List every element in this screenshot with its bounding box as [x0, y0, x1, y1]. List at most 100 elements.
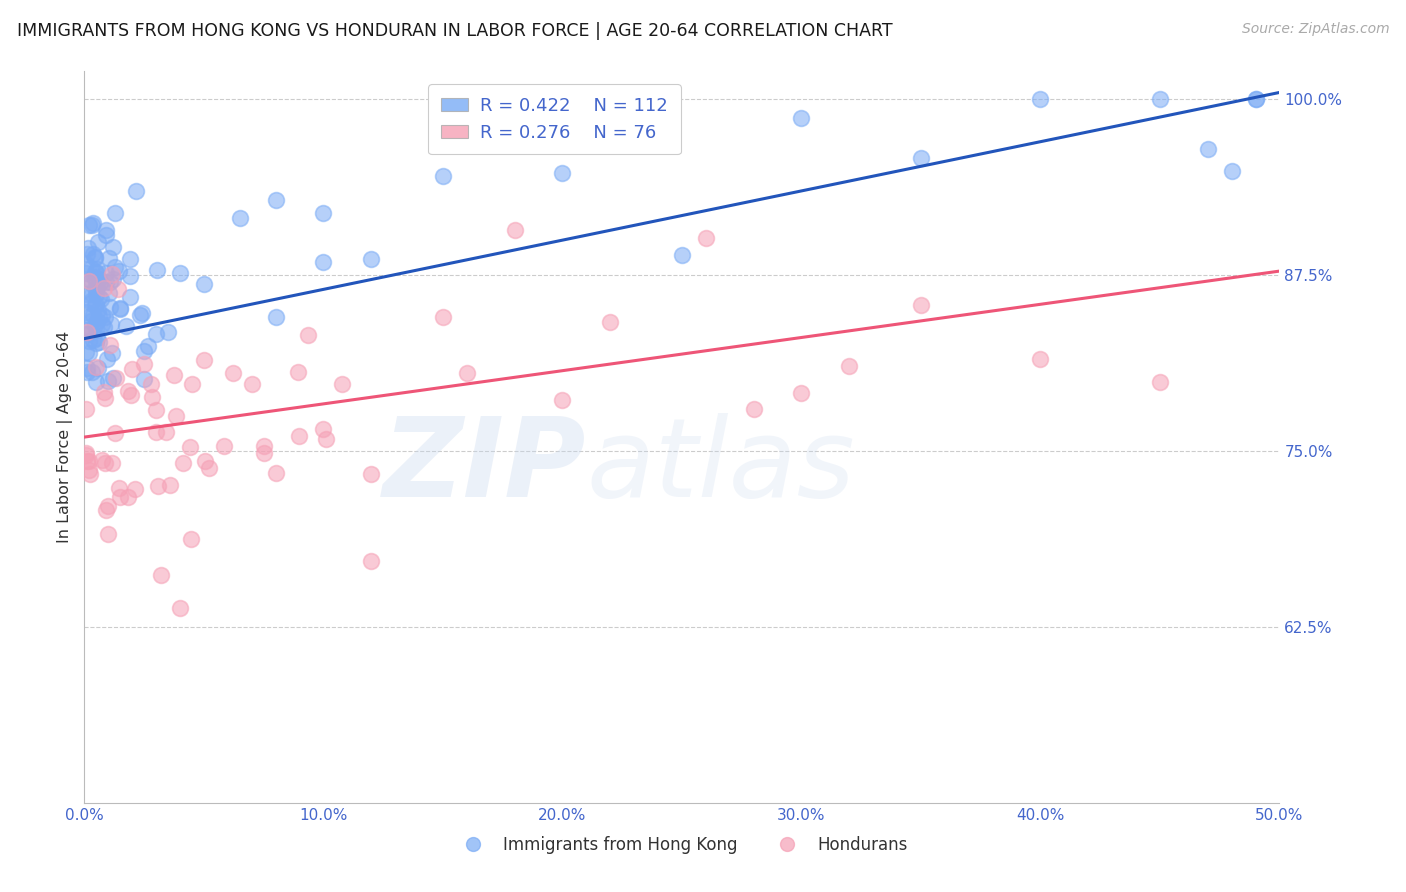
Point — [75, 323, 97, 337]
Point — [432, 169, 454, 183]
Point — [84, 265, 107, 279]
Point — [1197, 142, 1219, 156]
Point — [84, 272, 107, 286]
Point — [89, 334, 111, 349]
Point — [742, 402, 765, 417]
Point — [80, 273, 103, 287]
Point — [94, 223, 117, 237]
Point — [146, 479, 169, 493]
Point — [82, 308, 104, 322]
Text: ZIP: ZIP — [382, 413, 586, 520]
Point — [89, 277, 111, 291]
Point — [83, 269, 105, 284]
Point — [75, 402, 97, 417]
Point — [120, 269, 142, 284]
Point — [165, 409, 187, 424]
Point — [229, 211, 252, 225]
Point — [80, 365, 103, 379]
Point — [1244, 93, 1267, 107]
Point — [83, 250, 105, 264]
Point — [104, 206, 127, 220]
Point — [107, 282, 129, 296]
Point — [98, 275, 121, 289]
Point — [104, 260, 127, 274]
Point — [138, 339, 160, 353]
Point — [75, 287, 97, 301]
Point — [124, 482, 146, 496]
Point — [910, 298, 932, 312]
Point — [132, 372, 155, 386]
Point — [90, 308, 112, 322]
Point — [240, 377, 263, 392]
Point — [75, 448, 97, 462]
Point — [1244, 93, 1267, 107]
Point — [94, 266, 117, 280]
Point — [79, 467, 101, 481]
Point — [76, 360, 98, 375]
Point — [117, 384, 139, 399]
Point — [98, 300, 121, 314]
Point — [132, 344, 156, 359]
Point — [94, 227, 117, 242]
Point — [159, 478, 181, 492]
Point — [93, 384, 115, 399]
Point — [790, 112, 813, 126]
Point — [97, 285, 120, 300]
Point — [163, 368, 186, 383]
Point — [671, 248, 693, 262]
Point — [169, 266, 191, 280]
Point — [1029, 93, 1052, 107]
Point — [75, 344, 97, 359]
Point — [121, 362, 143, 376]
Point — [107, 481, 129, 495]
Point — [83, 298, 105, 312]
Legend: Immigrants from Hong Kong, Hondurans: Immigrants from Hong Kong, Hondurans — [450, 829, 914, 860]
Point — [198, 460, 221, 475]
Point — [80, 295, 103, 310]
Point — [172, 456, 194, 470]
Point — [75, 266, 97, 280]
Point — [79, 463, 101, 477]
Point — [141, 390, 163, 404]
Point — [93, 456, 115, 470]
Point — [75, 446, 97, 460]
Point — [75, 328, 97, 343]
Point — [1220, 164, 1243, 178]
Point — [82, 333, 104, 347]
Point — [193, 277, 215, 291]
Point — [101, 268, 124, 282]
Point — [84, 323, 107, 337]
Point — [551, 166, 574, 180]
Point — [181, 377, 204, 392]
Point — [599, 315, 621, 329]
Point — [86, 262, 108, 277]
Point — [360, 252, 382, 266]
Point — [79, 309, 101, 323]
Point — [360, 554, 382, 568]
Point — [83, 251, 105, 265]
Point — [105, 370, 128, 384]
Point — [86, 331, 108, 345]
Point — [108, 301, 131, 316]
Y-axis label: In Labor Force | Age 20-64: In Labor Force | Age 20-64 — [58, 331, 73, 543]
Point — [84, 281, 107, 295]
Point — [551, 392, 574, 407]
Point — [432, 310, 454, 325]
Point — [695, 231, 717, 245]
Point — [82, 216, 104, 230]
Point — [80, 294, 103, 309]
Point — [76, 246, 98, 260]
Point — [1029, 352, 1052, 367]
Point — [86, 280, 108, 294]
Point — [97, 526, 120, 541]
Point — [98, 338, 121, 352]
Point — [264, 193, 287, 207]
Point — [360, 467, 382, 482]
Point — [93, 320, 115, 334]
Point — [80, 286, 103, 301]
Point — [790, 386, 813, 401]
Point — [93, 281, 115, 295]
Point — [84, 335, 107, 350]
Point — [212, 439, 235, 453]
Point — [77, 273, 100, 287]
